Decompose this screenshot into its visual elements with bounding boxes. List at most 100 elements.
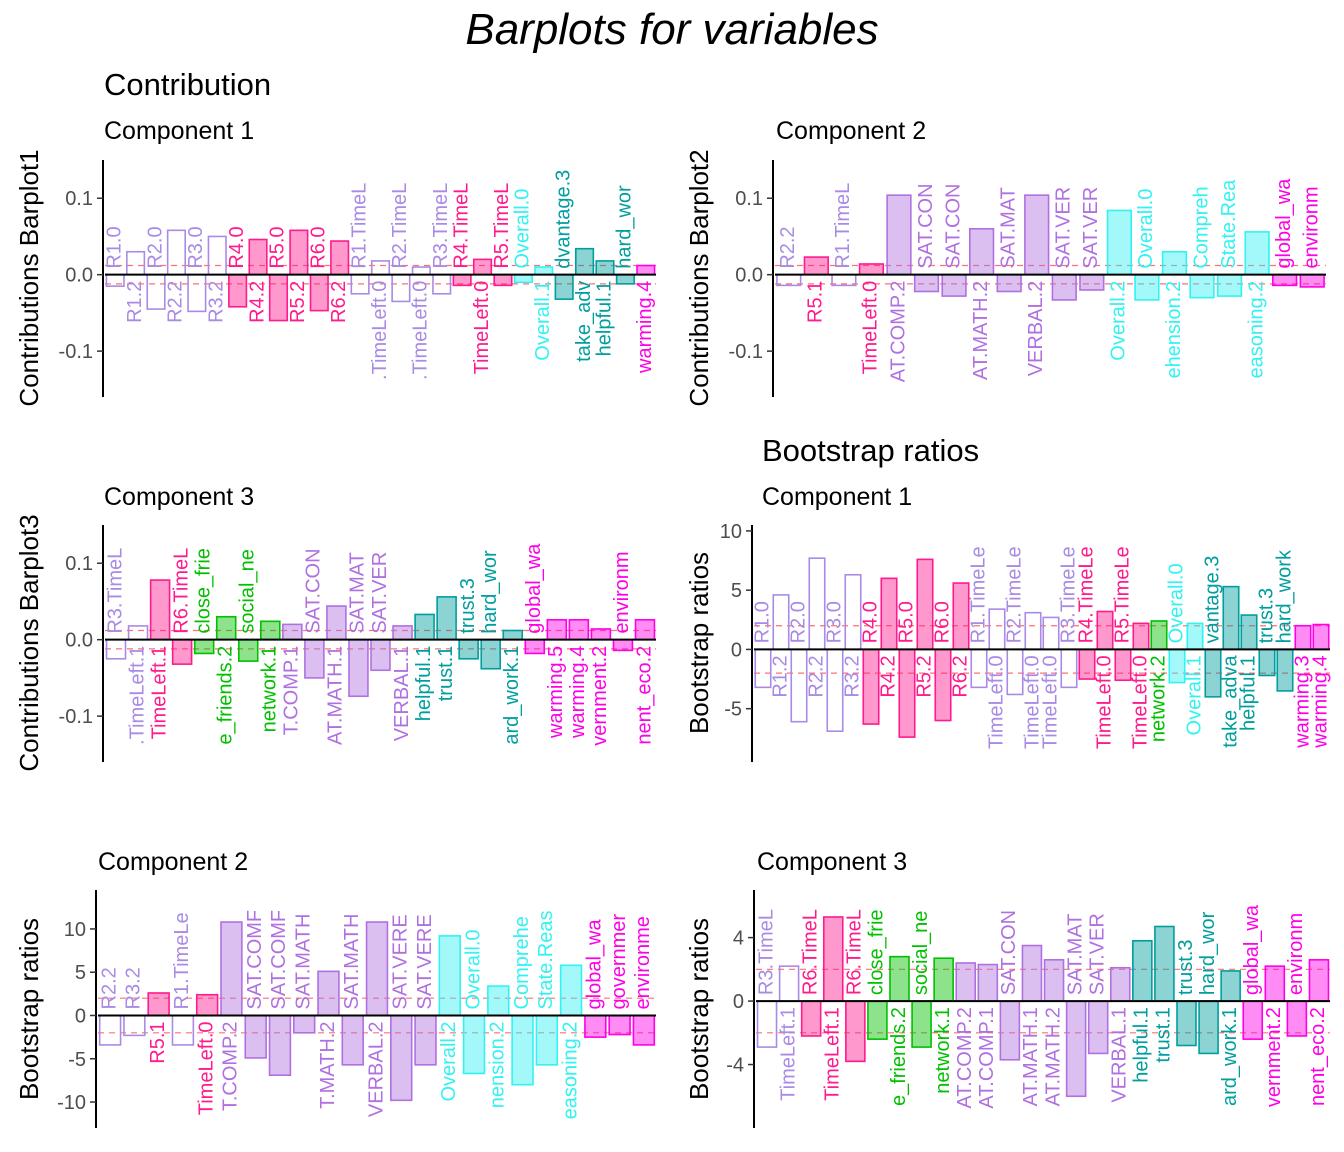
bar-label: warming.5 <box>545 646 567 739</box>
bar-label: trust.1 <box>435 646 457 702</box>
bar <box>147 992 170 1017</box>
bar <box>632 1014 656 1046</box>
bar <box>414 1014 437 1066</box>
bar <box>1299 273 1325 288</box>
bar <box>511 1014 534 1086</box>
bar-label: nension.2 <box>487 1021 509 1108</box>
bar <box>612 638 634 652</box>
bar-label: Overall.0 <box>462 929 484 1009</box>
bar-label: social_ne <box>237 549 259 634</box>
bar-label: SAT.MAT <box>997 187 1019 268</box>
bar-label: R2.2 <box>777 226 799 268</box>
y-tick-label: 10 <box>64 919 86 941</box>
bar-label: environm <box>1301 186 1323 268</box>
bar <box>228 273 248 308</box>
bar <box>370 638 391 672</box>
y-tick-label: 5 <box>731 580 742 602</box>
bar-label: AT.MATH.2 <box>1042 1007 1064 1106</box>
bar <box>1222 585 1240 651</box>
bar <box>480 638 501 670</box>
bar-label: easoning.2 <box>559 1021 581 1119</box>
bar-label: hard_wor <box>479 550 501 634</box>
bar-label: warming.3 <box>1291 655 1313 748</box>
bar <box>244 1014 267 1059</box>
y-tick-label: -0.1 <box>729 341 763 363</box>
panel-title: Component 1 <box>762 483 912 511</box>
bar-label: TimeLeft.0 <box>195 1021 217 1115</box>
y-tick-label: 0.0 <box>65 630 93 652</box>
bar <box>493 273 513 287</box>
bar-label: warming.4 <box>1309 655 1331 748</box>
y-axis-label: Bootstrap ratios <box>684 918 714 1100</box>
bar-label: take_adva <box>1219 655 1241 748</box>
bar <box>149 579 171 641</box>
figure-title: Barplots for variables <box>465 5 878 54</box>
bar-label: .TimeLeft.0 <box>410 281 432 380</box>
bar-label: SAT.MAT <box>347 552 369 633</box>
bar <box>502 629 524 641</box>
bar-label: SAT.CON <box>942 183 964 268</box>
bar-label: R2.2 <box>805 655 827 697</box>
bar-label: hard_work <box>1273 549 1295 643</box>
bar-label: global_wa <box>584 919 606 1010</box>
bar-label: R3.2 <box>841 655 863 697</box>
bar-label: network.1 <box>932 1007 954 1094</box>
y-tick-label: 10 <box>720 521 742 543</box>
bar-label: Overall.0 <box>1135 189 1157 269</box>
bar-label: R3.2 <box>123 967 145 1009</box>
bar <box>127 625 149 641</box>
bar-label: environm <box>1285 913 1307 995</box>
bar-label: network.1 <box>259 646 281 733</box>
bar-label: close_frie <box>192 548 214 634</box>
bar <box>304 638 325 679</box>
section-contribution-title: Contribution <box>104 67 271 102</box>
bar-label: R3.TimeL <box>104 548 126 634</box>
bar-label: T.MATH.2 <box>317 1021 339 1108</box>
bar-label: vernment.2 <box>1263 1007 1285 1107</box>
bar-label: helpful.1 <box>1131 1007 1153 1083</box>
panel-title: Component 3 <box>104 483 254 511</box>
bar-label: vantage.3 <box>1201 556 1223 644</box>
bar <box>1065 1000 1087 1098</box>
bar <box>341 1014 364 1066</box>
bar <box>1132 939 1153 1002</box>
bar-label: R6.2 <box>328 281 350 323</box>
bar <box>1134 273 1160 301</box>
bar <box>1079 273 1105 291</box>
y-tick-label: -0.1 <box>59 706 93 728</box>
y-tick-label: -5 <box>724 699 742 721</box>
panel-title: Component 2 <box>776 117 926 145</box>
bar-label: R3.0 <box>823 601 845 643</box>
bar <box>559 964 583 1017</box>
bar <box>1087 1000 1109 1055</box>
bar-label: R6.TimeL <box>799 909 821 995</box>
bar-label: trust.3 <box>457 578 479 634</box>
bar-label: warming.4 <box>634 281 656 374</box>
bar-label: VERBAL.2 <box>1025 281 1047 377</box>
bar-label: SAT.VER <box>1086 913 1108 995</box>
bar <box>858 263 885 276</box>
bar-label: Overall.1 <box>532 281 554 361</box>
chart-panel-3: Component 3 Contributions Barplot3 0.1 0.0 -… <box>14 483 656 772</box>
bar-label: Overall.1 <box>1183 655 1205 735</box>
y-axis-label: Contributions Barplot2 <box>684 149 714 406</box>
y-tick-label: -4 <box>726 1055 744 1077</box>
bar-label: R4.2 <box>246 281 268 323</box>
bar-label: R1.TimeLe <box>171 912 193 1009</box>
bar <box>1043 959 1065 1002</box>
bar-label: R1.TimeL <box>348 183 370 269</box>
bar <box>292 1014 316 1034</box>
bar <box>955 962 977 1002</box>
bar <box>268 273 289 322</box>
bar-label: TimeLeft.0 <box>471 281 493 375</box>
bar-label: Overall.0 <box>512 189 534 269</box>
bar-label: R5.TimeL <box>491 183 513 269</box>
bar-label: Overall.2 <box>1108 281 1130 361</box>
bar-label: .TimeLeft.0 <box>369 281 391 380</box>
bar <box>996 273 1022 293</box>
bar-label: SAT.VER <box>1080 187 1102 269</box>
bar <box>911 1000 932 1048</box>
bar <box>615 273 635 285</box>
y-axis-label: Bootstrap ratios <box>14 918 44 1100</box>
bar <box>309 273 329 312</box>
